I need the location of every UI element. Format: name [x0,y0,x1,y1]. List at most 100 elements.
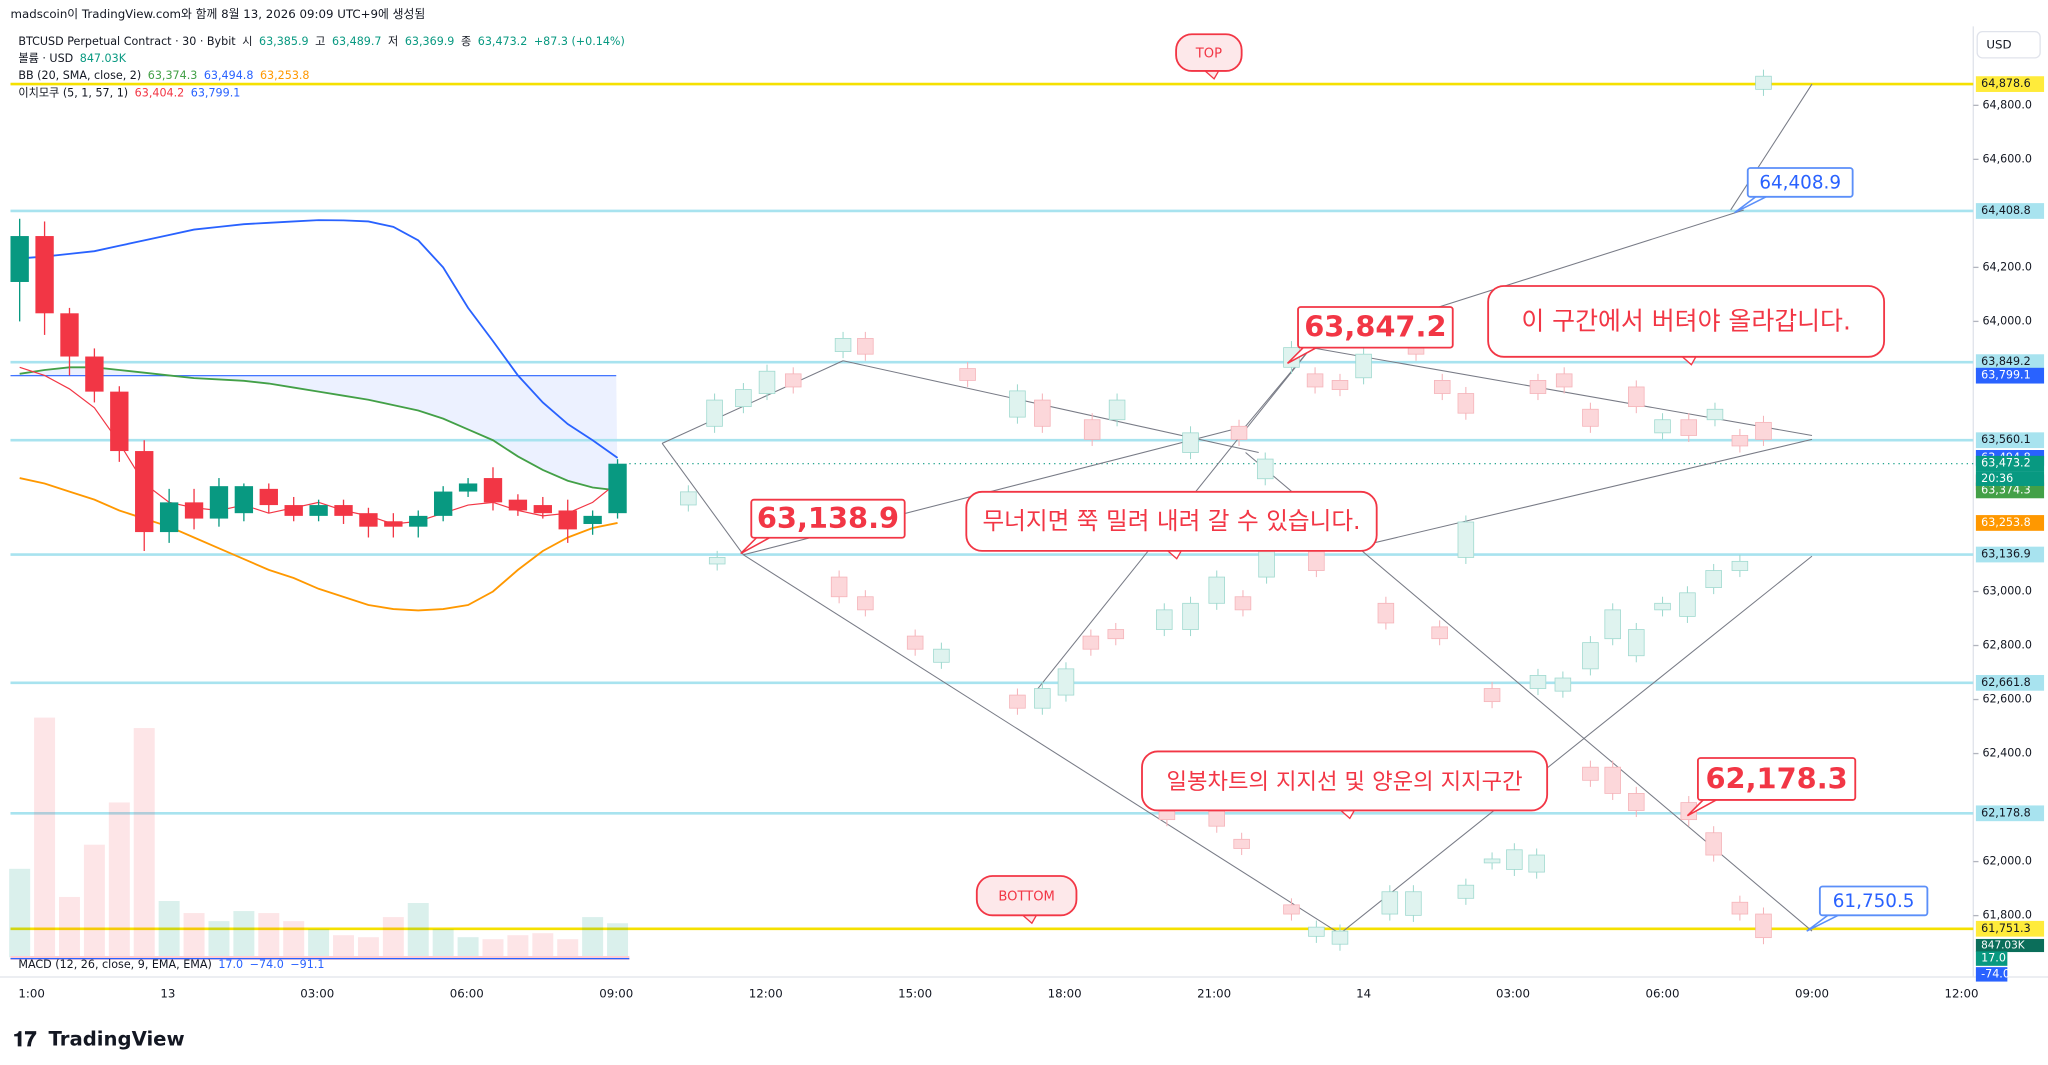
candle-body [284,505,303,516]
volume-badge [1975,938,2045,953]
volume-bar [482,939,504,958]
projection-line [1311,347,1813,436]
macd-badge-label: -74.0 [1981,967,2010,980]
ghost-candle [1706,408,1724,421]
countdown: 20:36 [1981,472,2013,485]
candle-body [10,236,29,282]
ghost-candle [708,557,726,565]
ghost-candle [857,596,874,611]
volume-bar [108,802,130,958]
ghost-candle [1377,602,1395,624]
ghost-candle [933,648,950,663]
legend-text: +87.3 (+0.14%) [534,35,625,48]
candle-body [110,391,129,452]
projection-line [1339,438,1813,552]
annotation: BOTTOM [998,889,1055,904]
ghost-candle [1731,560,1749,571]
volume-bar [283,921,305,958]
time-tick-label: 1:00 [18,987,45,1001]
time-tick-label: 12:00 [1944,987,1978,1001]
volume-bar [83,844,105,958]
currency[interactable]: USD [1986,37,2011,51]
volume-bar [333,935,355,958]
level-badge [1975,920,2045,937]
volume-bar [557,939,579,958]
volume-bar [382,917,404,958]
callout-tail [1734,196,1767,214]
ghost-candle [1680,419,1698,436]
ghost-candle [1355,353,1372,379]
candle-body [159,502,179,533]
price-badge-label: 63,374.3 [1981,483,2031,496]
ghost-candle [1604,609,1621,640]
callout-tail [1806,914,1839,932]
ghost-candle [1009,390,1026,418]
level-badge [1975,76,2045,92]
ghost-candle [1582,766,1599,781]
ghost-candle [1308,926,1325,937]
legend-text: 63,799.1 [191,86,241,99]
annotation-box [1487,285,1886,358]
volume-bar [258,913,280,958]
legend-text: 시 [242,35,252,48]
volume-bar [9,868,31,958]
annotation: 62,178.3 [1705,761,1847,795]
legend-text: 볼륨 · USD [18,52,73,65]
level-badge-label: 63,136.9 [1981,548,2031,561]
callout-tail [740,537,771,555]
volume-bar [183,913,205,958]
ghost-candle [1528,854,1545,873]
ghost-candle [1483,688,1501,703]
ghost-candle [1679,592,1696,617]
annotation: 61,750.5 [1833,891,1915,912]
ghost-candle [680,491,697,506]
ghost-candle [1034,688,1051,709]
candle-body [85,356,104,392]
bb-lower [19,477,618,612]
ghost-candle [1705,570,1722,588]
price-tick-label: 64,800.0 [1982,98,2032,111]
ghost-candle [1182,432,1199,453]
volume-bar [407,903,429,958]
level-badge [1975,546,2045,563]
ghost-candle [1331,380,1349,390]
ghost-candle [1208,576,1225,604]
price-tick-label: 64,600.0 [1982,152,2032,165]
legend-text: 63,494.8 [204,69,254,82]
legend-text: 847.03K [80,52,127,65]
ghost-candle [1156,609,1173,630]
price-tick-label: 61,800.0 [1982,909,2032,922]
volume-bar [357,937,379,958]
level-badge [1975,805,2045,822]
ghost-candle [758,370,776,394]
ghost-candle [1405,891,1422,916]
ghost-candle [1654,602,1671,611]
time-tick-label: 03:00 [1496,987,1530,1001]
candle-body [334,505,353,516]
callout-tail [1686,799,1717,817]
annotation: 63,138.9 [757,501,899,535]
price-tick-label: 64,200.0 [1982,260,2032,273]
annotation-box [750,498,906,539]
price-badge [1975,515,2045,531]
ghost-candle [1483,858,1501,864]
candle-body [508,499,528,511]
candle-body [359,513,378,527]
time-tick-label: 21:00 [1197,987,1231,1001]
volume-bar [582,917,604,958]
ghost-candle [1331,930,1349,945]
macd-legend: −91.1 [290,958,324,971]
annotation: 63,847.2 [1304,310,1446,344]
macd-badge-label: 17.0 [1981,952,2006,965]
candle-body [558,510,577,530]
legend: BTCUSD Perpetual Contract · 30 · Bybit 시 6… [18,35,624,99]
ghost-candle [735,389,752,408]
bb-basis [19,366,618,492]
volume-bar [208,921,230,958]
ghost-candle [1082,635,1100,650]
currency-button[interactable] [1976,30,2041,59]
annotation: TOP [1195,46,1222,61]
annotation: 일봉차트의 지지선 및 양운의 지지구간 [1167,769,1523,795]
ghost-candle [857,338,874,355]
time-tick-label: 03:00 [300,987,334,1001]
